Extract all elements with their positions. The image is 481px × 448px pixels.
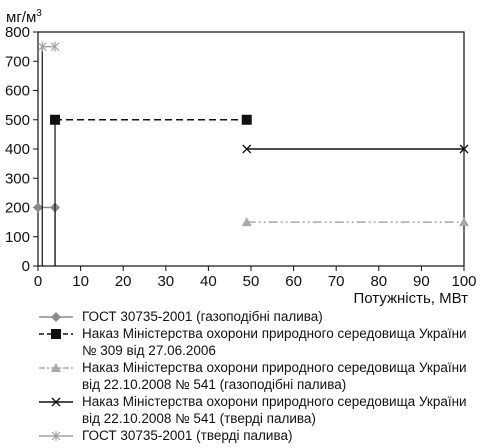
legend-item: Наказ Міністерства охорони природного се… [36,359,476,393]
data-point [242,144,252,154]
legend-marker [51,397,61,407]
data-point [33,202,43,213]
series-1 [33,202,61,266]
legend-symbol [39,329,73,339]
legend-symbol [39,431,73,441]
legend-symbol [39,312,73,322]
y-axis-label: мг/м3 [6,8,42,26]
legend-symbol [39,397,73,407]
legend: ГОСТ 30735-2001 (газоподібні палива) Нака… [36,308,476,444]
series-3 [241,217,469,227]
x-tick-label: 0 [34,273,42,290]
x-tick-label: 70 [328,273,345,290]
x-tick-label: 60 [285,273,302,290]
series-4 [242,144,469,154]
legend-text: Наказ Міністерства охорони природного се… [82,360,467,375]
x-tick-label: 40 [200,273,217,290]
x-tick-label: 80 [370,273,387,290]
y-tick-label: 200 [5,200,30,217]
legend-text: Наказ Міністерства охорони природного се… [82,326,467,341]
legend-marker [51,363,61,372]
x-axis-label: Потужність, МВт [353,290,468,307]
x-tick-label: 90 [413,273,430,290]
y-tick-label: 300 [5,170,30,187]
data-point [241,217,252,227]
legend-text: Наказ Міністерства охорони природного се… [82,394,467,409]
x-tick-label: 100 [451,273,476,290]
y-tick-label: 600 [5,83,30,100]
y-tick-label: 500 [5,112,30,129]
x-tick-label: 30 [157,273,174,290]
y-tick-label: 0 [22,258,30,275]
chart-canvas: 0 10 20 30 40 50 60 70 80 90 100 0 100 200 300 400 500 60… [5,8,477,307]
legend-marker [51,312,61,322]
data-point [37,41,47,52]
x-tick-label: 50 [243,273,260,290]
legend-text: від 22.10.2008 № 541 (газоподібні палива… [82,377,347,392]
data-point [50,114,61,125]
y-tick-label: 100 [5,229,30,246]
series-5 [37,41,60,266]
data-point [459,144,469,154]
y-tick-label: 700 [5,53,30,70]
x-tick-label: 20 [115,273,132,290]
legend-text: № 309 від 27.06.2006 [82,343,216,358]
legend-symbol [39,363,73,372]
legend-marker [51,329,61,339]
legend-item: ГОСТ 30735-2001 (газоподібні палива) [36,308,476,325]
series-2 [50,114,252,266]
legend-text: ГОСТ 30735-2001 (тверді палива) [82,428,293,443]
legend-text: від 22.10.2008 № 541 (тверді палива) [82,411,316,426]
legend-item: Наказ Міністерства охорони природного се… [36,393,476,427]
data-point [459,217,469,227]
legend-text: ГОСТ 30735-2001 (газоподібні палива) [82,309,323,324]
data-point [241,114,252,125]
legend-item: ГОСТ 30735-2001 (тверді палива) [36,427,476,444]
legend-marker [51,431,61,441]
data-point [50,41,60,52]
y-tick-label: 400 [5,141,30,158]
x-tick-label: 10 [72,273,89,290]
legend-item: Наказ Міністерства охорони природного се… [36,325,476,359]
y-tick-label: 800 [5,24,30,41]
